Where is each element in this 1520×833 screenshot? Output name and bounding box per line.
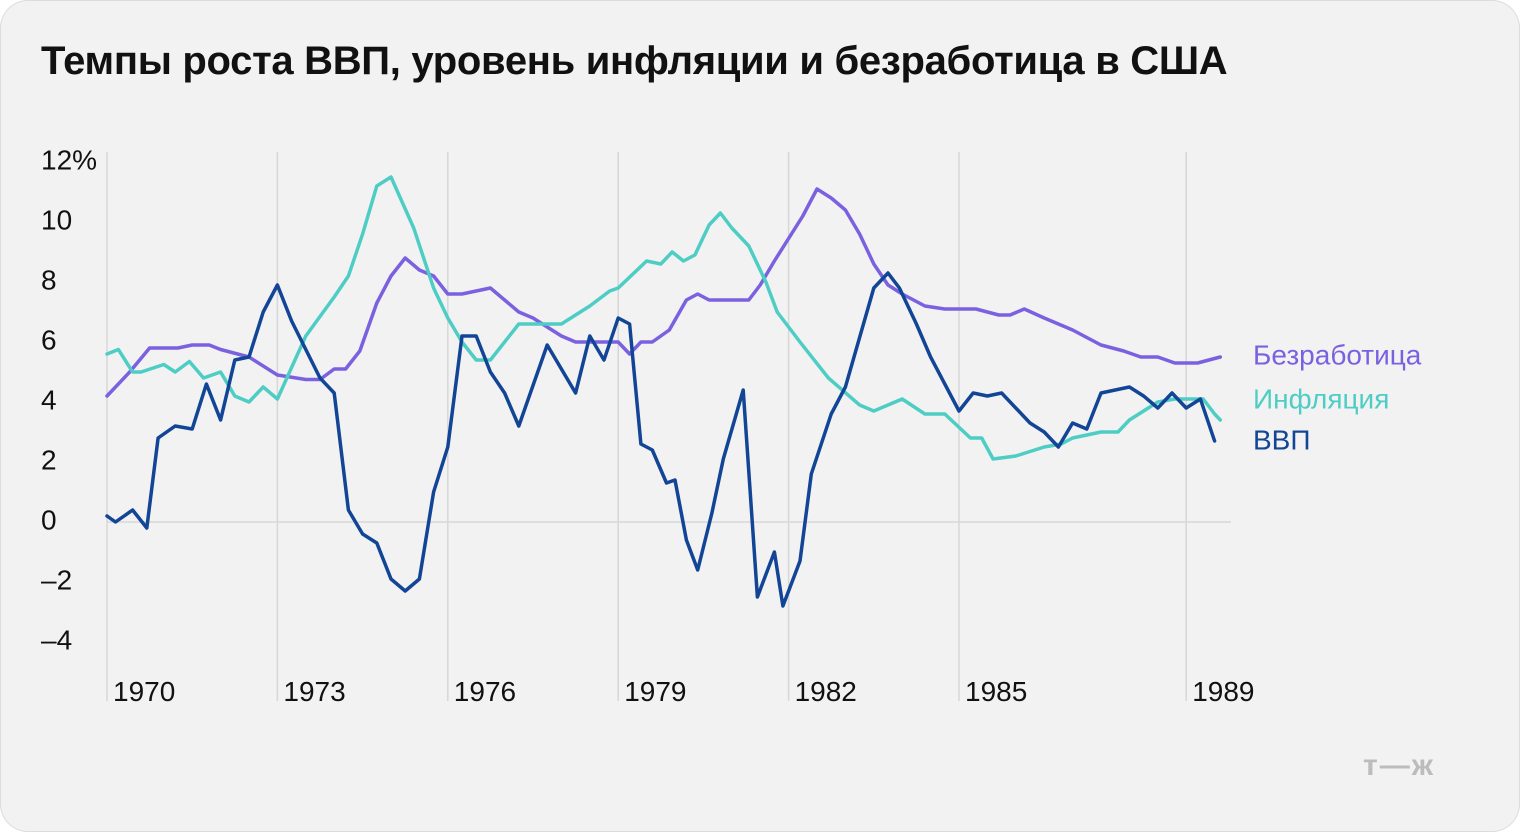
legend: Безработица Инфляция ВВП	[1253, 339, 1422, 455]
y-tick-label: 2	[41, 444, 57, 475]
grid	[106, 152, 1231, 701]
chart-title: Темпы роста ВВП, уровень инфляции и безр…	[41, 39, 1228, 83]
legend-label-inflation: Инфляция	[1253, 383, 1389, 414]
series-lines	[105, 175, 1223, 608]
x-tick-label: 1970	[113, 676, 175, 707]
x-tick-label: 1976	[454, 676, 516, 707]
y-tick-label: 0	[41, 504, 57, 535]
x-tick-label: 1989	[1192, 676, 1254, 707]
x-tick-label: 1982	[795, 676, 857, 707]
y-tick-label: 8	[41, 264, 57, 295]
x-tick-label: 1985	[965, 676, 1027, 707]
brand-logo: т—ж	[1363, 749, 1435, 782]
series-line-unemployment	[105, 187, 1223, 398]
series-line-inflation	[105, 175, 1223, 461]
legend-label-gdp: ВВП	[1253, 424, 1310, 455]
y-tick-label: 12%	[41, 144, 97, 175]
y-axis-ticks: 12% 10 8 6 4 2 0 –2 –4	[41, 144, 97, 655]
y-tick-label: 10	[41, 204, 72, 235]
y-tick-label: –4	[41, 624, 72, 655]
y-tick-label: 4	[41, 384, 57, 415]
x-axis-ticks: 1970 1973 1976 1979 1982 1985 1989	[113, 676, 1254, 707]
x-tick-label: 1973	[283, 676, 345, 707]
y-tick-label: –2	[41, 564, 72, 595]
x-tick-label: 1979	[624, 676, 686, 707]
series-line-gdp	[105, 271, 1217, 608]
legend-label-unemployment: Безработица	[1253, 339, 1422, 370]
y-tick-label: 6	[41, 324, 57, 355]
